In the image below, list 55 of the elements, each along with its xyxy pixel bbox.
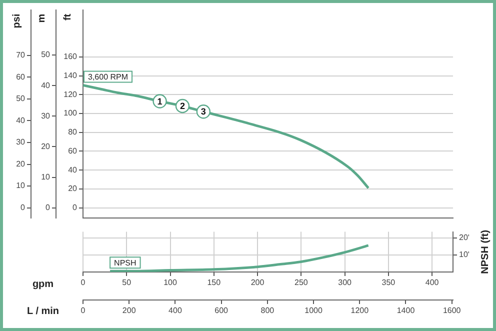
y2-tick-label: 20 (41, 142, 51, 151)
x-tick-label: 150 (207, 278, 222, 288)
y-tick-label: 0 (72, 203, 78, 212)
y2-tick-label: 20' (459, 232, 470, 242)
y3-axis-title: psi (11, 14, 22, 28)
x-axis-title: gpm (32, 278, 54, 290)
y-tick-label: 160 (64, 52, 78, 62)
y2-axis-title: NPSH (ft) (480, 230, 491, 274)
x-tick-label: 200 (250, 278, 265, 288)
x2-tick-label: 400 (168, 306, 182, 316)
y3-tick-label: 30 (16, 138, 26, 147)
y3-tick-label: 0 (20, 202, 26, 212)
y-tick-label: 40 (68, 165, 78, 174)
x2-tick-label: 1200 (350, 306, 370, 316)
y3-tick-label: 40 (16, 116, 26, 125)
y3-tick-label: 50 (16, 94, 26, 104)
y-tick-label: 100 (64, 108, 78, 118)
x-tick-label: 100 (164, 278, 178, 288)
y-axis-title: ft (62, 13, 74, 20)
series-label: NPSH (114, 258, 136, 268)
y2-tick-label: 40 (41, 80, 51, 90)
x2-axis-title: L / min (26, 306, 60, 317)
y2-tick-label: 10' (459, 250, 470, 260)
x-tick-label: 300 (338, 278, 352, 288)
x2-tick-label: 1000 (304, 306, 323, 316)
series-label: 3,600 RPM (88, 72, 128, 82)
x-tick-label: 400 (425, 278, 440, 288)
y2-tick-label: 50 (41, 50, 51, 60)
line-series (108, 244, 370, 272)
y2-tick-label: 30 (41, 111, 51, 120)
x-tick-label: 50 (122, 278, 132, 288)
x2-tick-label: 1400 (396, 306, 416, 316)
y3-tick-label: 10 (16, 181, 26, 190)
x2-tick-label: 1600 (442, 306, 462, 316)
y-tick-label: 60 (68, 146, 78, 156)
y-tick-label: 20 (68, 184, 78, 194)
x2-tick-label: 800 (260, 306, 275, 316)
y2-axis-title: m (36, 14, 48, 23)
y2-tick-label: 10 (41, 172, 51, 182)
y3-tick-label: 70 (16, 50, 26, 60)
x2-tick-label: 600 (214, 306, 229, 316)
annotation: 2 (180, 100, 185, 111)
y3-tick-label: 20 (16, 159, 26, 168)
y-tick-label: 80 (68, 128, 78, 137)
annotation: 1 (157, 96, 162, 106)
annotation: 3 (200, 106, 206, 117)
y-tick-label: 120 (64, 90, 78, 99)
x-tick-label: 0 (80, 278, 86, 288)
x2-tick-label: 0 (80, 306, 86, 316)
y-tick-label: 140 (64, 71, 78, 80)
x-tick-label: 250 (294, 278, 308, 288)
x2-tick-label: 200 (122, 306, 136, 316)
y2-tick-label: 0 (46, 203, 51, 212)
y3-tick-label: 60 (16, 72, 26, 82)
x-tick-label: 350 (382, 278, 396, 288)
